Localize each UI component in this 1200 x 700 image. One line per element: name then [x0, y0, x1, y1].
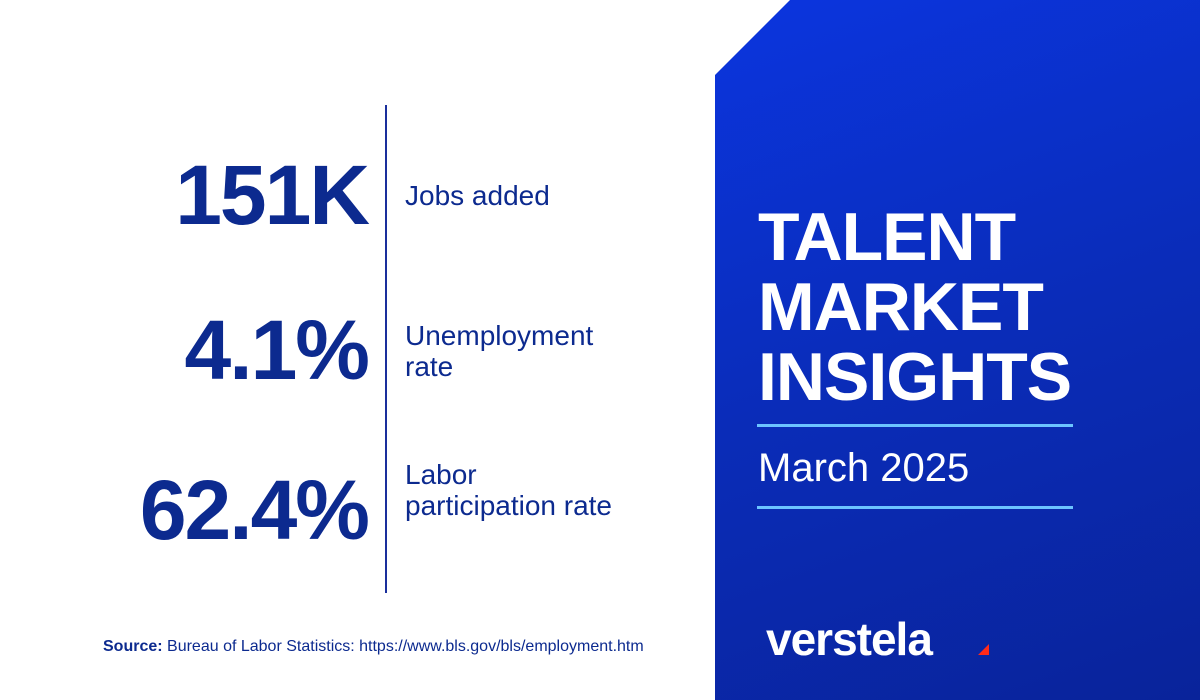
stat-label: Unemployment rate: [405, 320, 594, 382]
rule-line: [757, 424, 1073, 427]
stat-label: Labor participation rate: [405, 459, 613, 521]
stat-value: 4.1%: [184, 303, 370, 397]
stat-label: Jobs added: [405, 180, 550, 211]
source-note: Source: Bureau of Labor Statistics: http…: [103, 638, 644, 656]
title: TALENT MARKET INSIGHTS: [758, 199, 1072, 415]
rule-line: [757, 506, 1073, 509]
title-panel: [715, 0, 1200, 700]
subtitle: March 2025: [758, 446, 970, 490]
source-label: Source:: [103, 638, 163, 655]
source-text: Bureau of Labor Statistics: https://www.…: [167, 638, 644, 655]
divider-line: [385, 105, 387, 593]
stat-value: 151K: [175, 148, 370, 242]
logo-mark: [978, 644, 989, 655]
stat-value: 62.4%: [139, 463, 370, 557]
brand-logo: verstela: [766, 613, 933, 665]
